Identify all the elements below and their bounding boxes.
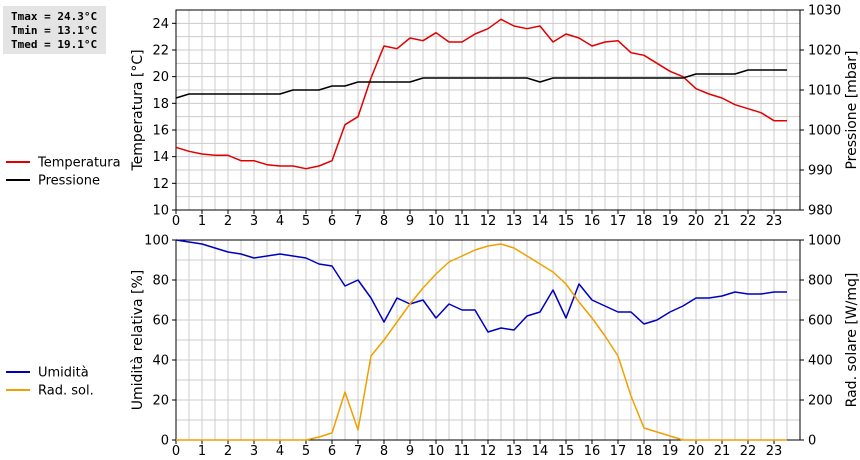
panel1-x-tick-label: 13 [506,214,523,229]
panel1-series-line-pressione [175,69,787,99]
tmin-label: Tmin = 13.1°C [11,24,98,37]
panel1-x-tick-label: 1 [198,214,206,229]
panel1-x-tick-label: 9 [406,214,414,229]
panel2-y-tick-label: 100 [144,234,169,249]
panel2-y-axis-label: Umidità relativa [%] [130,270,146,411]
panel2-legend-label-umidit: Umidità [38,366,89,381]
panel1-x-tick-label: 19 [662,214,679,229]
panel1-x-tick-label: 16 [584,214,601,229]
panel2-y-tick-label: 60 [152,314,169,329]
panel2-x-tick-label: 6 [328,444,336,459]
panel1-y-tick-label: 22 [152,44,169,59]
panel2-x-tick-label: 17 [610,444,627,459]
panel2-y-tick-label: 20 [152,394,169,409]
panel2-x-tick-label: 12 [480,444,497,459]
panel2-x-tick-label: 19 [662,444,679,459]
panel2-y-tick-label: 40 [152,354,169,369]
panel2-x-tick-label: 7 [354,444,362,459]
panel2-y2-tick-label: 400 [808,354,833,369]
panel1-x-tick-label: 20 [688,214,705,229]
panel1-x-tick-label: 7 [354,214,362,229]
panel2-x-tick-label: 22 [740,444,757,459]
panel2-x-tick-label: 23 [766,444,783,459]
panel1-y2-tick-label: 1020 [808,44,841,59]
panel2-legend-label-rad-sol: Rad. sol. [38,384,94,399]
panel2-x-tick-label: 1 [198,444,206,459]
panel1-x-tick-label: 2 [224,214,232,229]
panel2-x-tick-label: 14 [532,444,549,459]
panel2-y-tick-label: 0 [161,434,169,449]
panel1-y-tick-label: 12 [152,177,169,192]
panel2-x-tick-label: 3 [250,444,258,459]
panel2-y2-tick-label: 0 [808,434,816,449]
panel2-y2-axis-label: Rad. solare [W/mq] [844,273,860,408]
panel2-y2-tick-label: 200 [808,394,833,409]
panel2-x-tick-label: 5 [302,444,310,459]
panel2-x-tick-label: 2 [224,444,232,459]
panel1-y-tick-label: 20 [152,70,169,85]
panel1-y2-tick-label: 990 [808,164,833,179]
tmed-label: Tmed = 19.1°C [11,38,98,51]
panel2-x-tick-label: 11 [454,444,471,459]
panel1-x-tick-label: 17 [610,214,627,229]
panel1-y-tick-label: 10 [152,204,169,219]
panel2-y2-tick-label: 1000 [808,234,841,249]
panel1-x-tick-label: 0 [172,214,180,229]
panel2-y2-tick-label: 600 [808,314,833,329]
tmax-label: Tmax = 24.3°C [11,10,98,23]
panel1-x-tick-label: 21 [714,214,731,229]
panel2-x-tick-label: 16 [584,444,601,459]
panel1-x-tick-label: 22 [740,214,757,229]
panel2-x-tick-label: 15 [558,444,575,459]
panel1-x-tick-label: 12 [480,214,497,229]
panel1-y2-tick-label: 980 [808,204,833,219]
stats-box: Tmax = 24.3°C Tmin = 13.1°C Tmed = 19.1°… [3,6,106,54]
panel2-x-tick-label: 10 [428,444,445,459]
panel2-x-tick-label: 21 [714,444,731,459]
panel2-x-tick-label: 18 [636,444,653,459]
panel2-x-tick-label: 13 [506,444,523,459]
panel1-x-tick-label: 18 [636,214,653,229]
panel1-y-tick-label: 14 [152,150,169,165]
panel2-x-tick-label: 0 [172,444,180,459]
panel2-y-tick-label: 80 [152,274,169,289]
panel1-x-tick-label: 6 [328,214,336,229]
panel1-x-tick-label: 4 [276,214,284,229]
panel2-x-tick-label: 4 [276,444,284,459]
panel1-x-tick-label: 15 [558,214,575,229]
panel1-y-tick-label: 24 [152,17,169,32]
panel1-legend-label-temperatura: Temperatura [37,156,121,171]
panel1-series-line-temperatura [175,18,787,170]
panel1-y-axis-label: Temperatura [°C] [130,49,146,171]
panel1-x-tick-label: 23 [766,214,783,229]
panel1-x-tick-label: 8 [380,214,388,229]
panel2-x-tick-label: 9 [406,444,414,459]
panel2-series-line-rad-sol [176,243,787,441]
panel1-x-tick-label: 14 [532,214,549,229]
panel1-y-tick-label: 18 [152,97,169,112]
panel2-x-tick-label: 8 [380,444,388,459]
panel1-y2-axis-label: Pressione [mbar] [844,50,860,169]
panel1-x-tick-label: 3 [250,214,258,229]
panel1-y2-tick-label: 1010 [808,84,841,99]
panel1-x-tick-label: 10 [428,214,445,229]
panel1-y2-tick-label: 1030 [808,4,841,19]
panel1-x-tick-label: 5 [302,214,310,229]
panel1-y-tick-label: 16 [152,124,169,139]
panel1-legend-label-pressione: Pressione [38,174,100,189]
panel2-series-line-umidit [175,239,787,333]
panel1-x-tick-label: 11 [454,214,471,229]
panel2-x-tick-label: 20 [688,444,705,459]
panel2-y2-tick-label: 800 [808,274,833,289]
panel1-y2-tick-label: 1000 [808,124,841,139]
